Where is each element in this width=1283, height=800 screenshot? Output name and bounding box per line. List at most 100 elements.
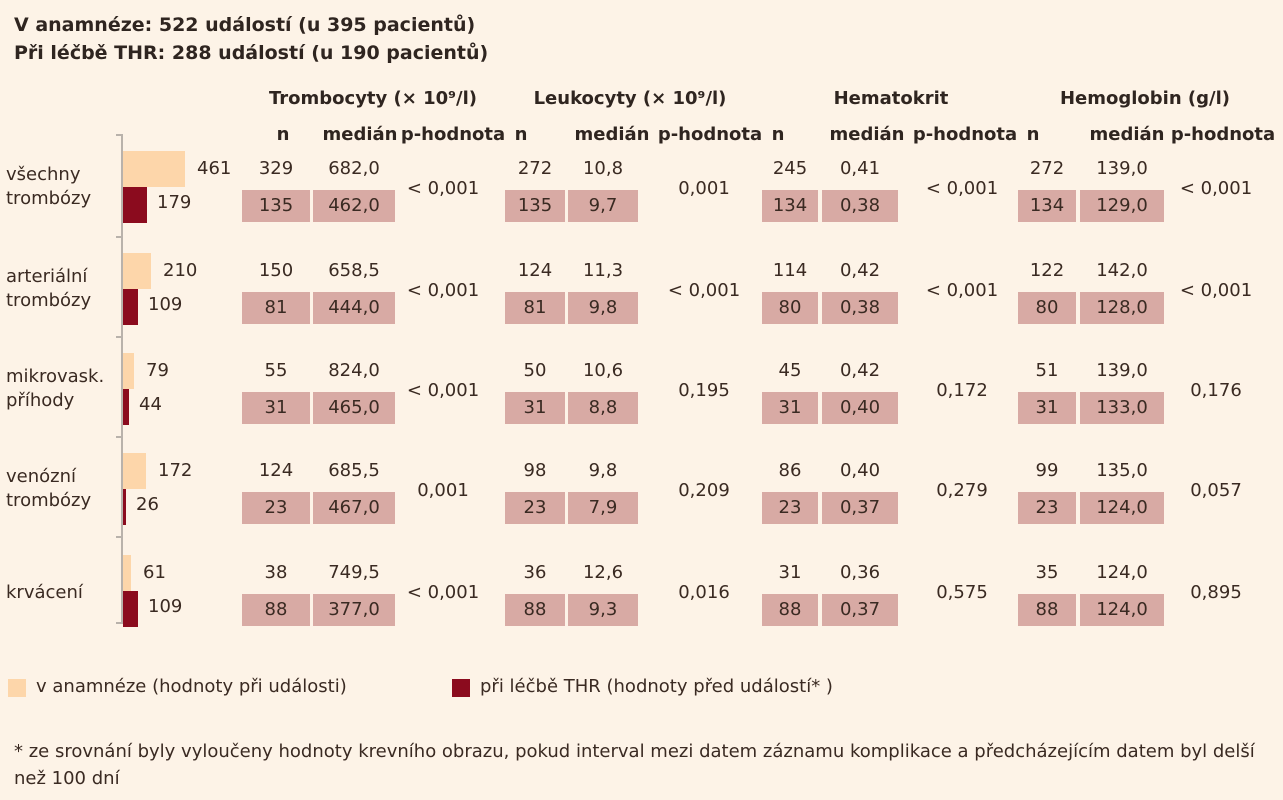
cell-n-therapy: 88 [242,594,310,626]
cell-n-therapy: 88 [762,594,818,626]
row-label: mikrovask. [6,366,105,387]
cell-p-value: 0,575 [936,582,988,603]
group-title: Hematokrit [833,88,949,109]
cell-p-value: 0,279 [936,480,988,501]
cell-n-therapy: 31 [762,392,818,424]
subheader-median: medián [322,124,398,145]
cell-median-history: 135,0 [1096,460,1148,481]
cell-n-history: 38 [264,562,288,583]
bar-therapy [123,489,126,525]
cell-median-therapy: 0,37 [822,594,898,626]
bar-value-history: 461 [197,158,232,179]
cell-median-therapy: 0,40 [822,392,898,424]
bar-therapy [123,289,138,325]
bar-history [123,555,131,591]
group-title: Trombocyty (× 10⁹/l) [268,88,478,109]
cell-median-history: 658,5 [328,260,380,281]
legend-therapy-swatch [452,679,470,697]
cell-median-history: 142,0 [1096,260,1148,281]
cell-median-therapy: 444,0 [313,292,395,324]
bar-value-therapy: 26 [136,494,159,515]
subheader-n: n [1026,124,1040,145]
cell-n-history: 35 [1035,562,1059,583]
bar-value-history: 61 [143,562,166,583]
cell-median-therapy: 467,0 [313,492,395,524]
cell-median-therapy: 124,0 [1080,594,1164,626]
cell-n-therapy: 135 [242,190,310,222]
cell-median-history: 0,42 [839,360,881,381]
cell-p-value: < 0,001 [1179,280,1253,301]
cell-median-history: 10,8 [582,158,624,179]
cell-p-value: < 0,001 [1179,178,1253,199]
cell-n-history: 122 [1029,260,1065,281]
cell-n-therapy: 135 [505,190,565,222]
cell-median-therapy: 129,0 [1080,190,1164,222]
cell-median-history: 682,0 [328,158,380,179]
bar-value-therapy: 179 [157,192,192,213]
bar-axis [121,136,123,624]
cell-p-value: 0,057 [1190,480,1242,501]
row-label: venózní [6,466,77,487]
cell-n-therapy: 31 [1018,392,1076,424]
cell-n-history: 272 [517,158,553,179]
bar-value-history: 210 [163,260,198,281]
cell-n-history: 31 [778,562,802,583]
cell-n-history: 124 [517,260,553,281]
cell-median-history: 0,40 [839,460,881,481]
group-title: Leukocyty (× 10⁹/l) [533,88,727,109]
cell-median-history: 0,36 [839,562,881,583]
row-label: krvácení [6,582,83,603]
bar-history [123,253,151,289]
cell-n-history: 329 [258,158,294,179]
header-line-1: V anamnéze: 522 událostí (u 395 pacientů… [14,14,476,36]
cell-n-therapy: 23 [242,492,310,524]
axis-tick [116,236,123,238]
cell-median-therapy: 9,7 [568,190,638,222]
cell-n-therapy: 134 [1018,190,1076,222]
axis-tick [116,336,123,338]
cell-n-history: 51 [1035,360,1059,381]
cell-n-history: 86 [778,460,802,481]
group-title: Hemoglobin (g/l) [1059,88,1231,109]
cell-n-history: 272 [1029,158,1065,179]
bar-therapy [123,591,138,627]
subheader-n: n [276,124,290,145]
cell-n-history: 98 [523,460,547,481]
cell-median-therapy: 377,0 [313,594,395,626]
cell-median-therapy: 133,0 [1080,392,1164,424]
cell-n-history: 124 [258,460,294,481]
cell-median-history: 139,0 [1096,360,1148,381]
cell-median-history: 12,6 [582,562,624,583]
cell-n-therapy: 88 [1018,594,1076,626]
bar-value-history: 79 [146,360,169,381]
cell-median-therapy: 128,0 [1080,292,1164,324]
cell-median-history: 685,5 [328,460,380,481]
legend-history-label: v anamnéze (hodnoty při události) [36,676,347,697]
cell-p-value: < 0,001 [406,380,480,401]
cell-p-value: < 0,001 [925,178,999,199]
cell-median-therapy: 462,0 [313,190,395,222]
subheader-n: n [771,124,785,145]
cell-n-history: 114 [772,260,808,281]
bar-therapy [123,187,147,223]
cell-p-value: < 0,001 [406,178,480,199]
bar-history [123,151,185,187]
bar-therapy [123,389,129,425]
axis-tick [116,134,123,136]
axis-tick [116,436,123,438]
cell-n-history: 36 [523,562,547,583]
cell-median-history: 10,6 [582,360,624,381]
cell-p-value: 0,172 [936,380,988,401]
cell-p-value: 0,895 [1190,582,1242,603]
cell-median-history: 139,0 [1096,158,1148,179]
cell-p-value: < 0,001 [406,582,480,603]
bar-value-therapy: 109 [148,294,183,315]
cell-n-therapy: 80 [762,292,818,324]
cell-p-value: 0,001 [417,480,469,501]
cell-p-value: < 0,001 [406,280,480,301]
axis-tick [116,536,123,538]
bar-value-therapy: 44 [139,394,162,415]
cell-median-history: 9,8 [588,460,618,481]
subheader-n: n [514,124,528,145]
subheader-p: p-hodnota [400,124,506,145]
